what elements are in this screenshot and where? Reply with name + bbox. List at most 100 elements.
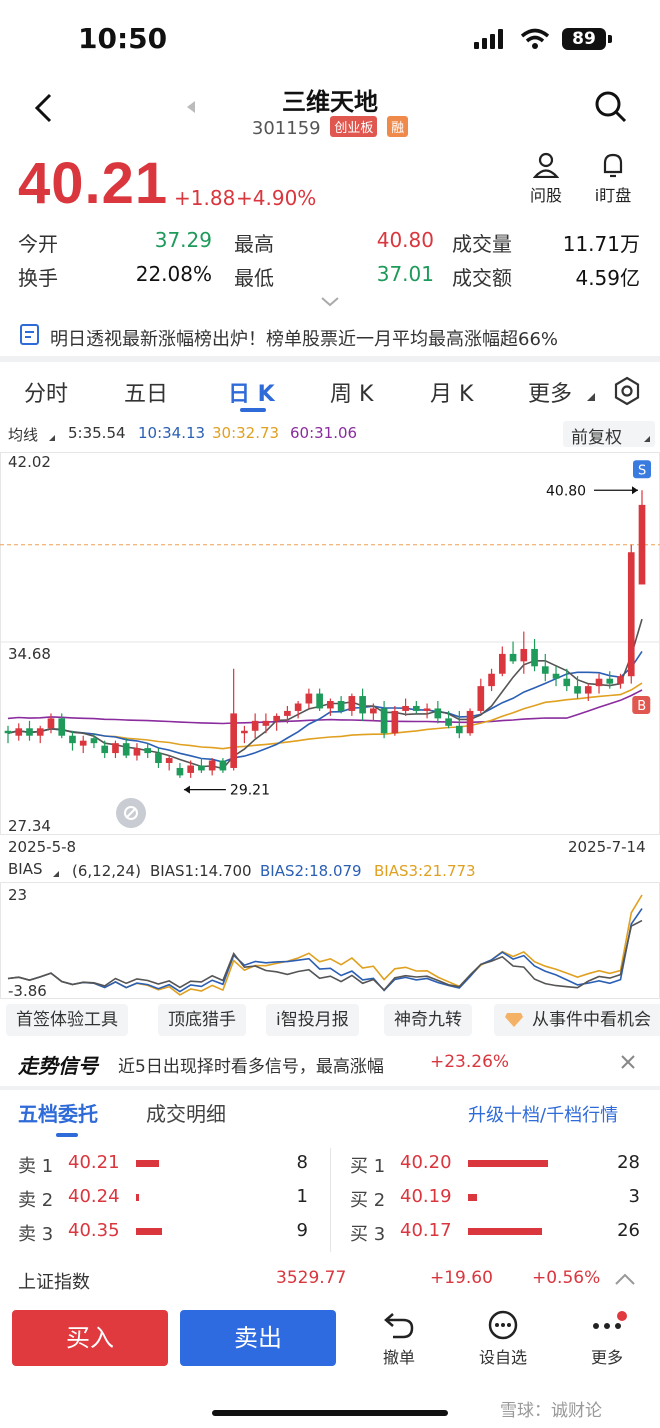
index-pct: +0.56% bbox=[532, 1268, 601, 1288]
candle-body bbox=[90, 738, 98, 744]
candle-body bbox=[251, 720, 259, 731]
bid-row[interactable]: 买 2 40.19 3 bbox=[350, 1186, 660, 1214]
chart-frame bbox=[0, 452, 660, 835]
candle-body bbox=[337, 701, 345, 711]
ask-price: 40.24 bbox=[68, 1186, 120, 1207]
candle-body bbox=[133, 748, 141, 756]
undo-icon bbox=[384, 1313, 414, 1339]
turnover-value: 22.08% bbox=[135, 262, 212, 286]
tab-intraday[interactable]: 分时 bbox=[24, 382, 69, 407]
add-watchlist-button[interactable]: 设自选 bbox=[468, 1310, 538, 1368]
high-label: 最高 bbox=[234, 232, 274, 256]
expand-chevron-icon[interactable] bbox=[320, 296, 340, 308]
bell-icon bbox=[603, 153, 623, 178]
ask-row[interactable]: 卖 2 40.24 1 bbox=[18, 1186, 328, 1214]
ma5-value: 5:35.54 bbox=[68, 424, 126, 442]
amount-value: 4.59亿 bbox=[575, 266, 640, 290]
last-price: 40.21 bbox=[18, 151, 169, 216]
settings-icon[interactable] bbox=[612, 376, 642, 406]
tab-five-day[interactable]: 五日 bbox=[124, 382, 169, 407]
ask-row[interactable]: 卖 1 40.21 8 bbox=[18, 1152, 328, 1180]
tab-daily-k[interactable]: 日 K bbox=[228, 382, 275, 407]
ask-row[interactable]: 卖 3 40.35 9 bbox=[18, 1220, 328, 1248]
candle-body bbox=[316, 693, 323, 709]
candle-body bbox=[477, 686, 485, 711]
more-dots-icon bbox=[593, 1311, 627, 1329]
tab-more[interactable]: 更多 bbox=[528, 382, 573, 407]
adjust-selector[interactable]: 前复权 bbox=[563, 421, 655, 448]
upgrade-link[interactable]: 升级十档/千档行情 bbox=[468, 1105, 619, 1126]
volume-value: 11.71万 bbox=[562, 232, 640, 256]
candle-body bbox=[348, 696, 356, 711]
tab-order-book[interactable]: 五档委托 bbox=[18, 1102, 98, 1126]
signal-text: 近5日出现择时看多信号，最高涨幅 bbox=[118, 1057, 384, 1077]
low-arrow-head bbox=[183, 785, 190, 794]
ask-volume-bar bbox=[136, 1194, 140, 1201]
candle-body bbox=[498, 653, 506, 674]
section-divider bbox=[0, 356, 660, 362]
candle-body bbox=[198, 765, 205, 771]
tool-event-opportunity[interactable]: 从事件中看机会 bbox=[494, 1004, 660, 1036]
more-button[interactable]: 更多 bbox=[572, 1310, 642, 1368]
candle-body bbox=[155, 753, 162, 764]
candle-body bbox=[79, 740, 87, 746]
more-caret-icon bbox=[587, 393, 595, 401]
candle-body bbox=[230, 713, 237, 768]
low-label: 最低 bbox=[234, 266, 274, 290]
candle-body bbox=[552, 673, 560, 679]
status-time: 10:50 bbox=[78, 22, 168, 55]
candle-body bbox=[413, 705, 420, 711]
tool-trial[interactable]: 首签体验工具 bbox=[6, 1004, 128, 1036]
price-change-pct: +4.90% bbox=[236, 186, 317, 210]
notice-bar[interactable] bbox=[0, 318, 660, 356]
candle-body bbox=[466, 710, 474, 734]
tab-weekly-k[interactable]: 周 K bbox=[330, 382, 374, 407]
close-icon[interactable] bbox=[620, 1054, 636, 1070]
buy-button[interactable]: 买入 bbox=[12, 1310, 168, 1366]
ask-volume: 8 bbox=[296, 1152, 308, 1173]
tool-monthly-report[interactable]: i智投月报 bbox=[266, 1004, 359, 1036]
adjust-label: 前复权 bbox=[571, 428, 622, 448]
turnover-label: 换手 bbox=[18, 266, 58, 290]
diamond-icon bbox=[505, 1013, 523, 1027]
candle-body bbox=[391, 710, 399, 734]
back-arrow-icon[interactable] bbox=[32, 92, 56, 124]
ellipsis-circle-icon bbox=[488, 1310, 518, 1340]
candlestick-chart[interactable]: 40.80 29.21 S B bbox=[0, 452, 660, 837]
candle-body bbox=[574, 686, 581, 694]
ask-volume-bar bbox=[136, 1160, 160, 1167]
tool-top-bottom[interactable]: 顶底猎手 bbox=[158, 1004, 246, 1036]
ask-price: 40.21 bbox=[68, 1152, 120, 1173]
y-label-bottom: 27.34 bbox=[8, 817, 51, 835]
ma60-value: 60:31.06 bbox=[290, 424, 358, 442]
search-icon[interactable] bbox=[594, 90, 628, 124]
prev-stock-icon[interactable] bbox=[186, 100, 196, 114]
reset-circle-icon[interactable] bbox=[116, 798, 146, 828]
candle-body bbox=[520, 648, 528, 662]
bid-row[interactable]: 买 1 40.20 28 bbox=[350, 1152, 660, 1180]
bias-chart[interactable] bbox=[0, 882, 660, 1000]
bid-volume: 3 bbox=[628, 1186, 640, 1207]
open-value: 37.29 bbox=[154, 228, 212, 252]
cancel-order-button[interactable]: 撤单 bbox=[364, 1310, 434, 1368]
signal-bar[interactable]: 走势信号 近5日出现择时看多信号，最高涨幅 +23.26% bbox=[0, 1040, 660, 1084]
sell-button[interactable]: 卖出 bbox=[180, 1310, 336, 1366]
tab-trade-detail[interactable]: 成交明细 bbox=[146, 1102, 226, 1126]
bias-label[interactable]: BIAS bbox=[8, 860, 43, 878]
watch-button[interactable]: i盯盘 bbox=[578, 152, 648, 206]
ma-label[interactable]: 均线 bbox=[8, 426, 39, 444]
bid-row[interactable]: 买 3 40.17 26 bbox=[350, 1220, 660, 1248]
candle-body bbox=[531, 648, 538, 667]
amount-label: 成交额 bbox=[452, 266, 512, 290]
bid-volume: 26 bbox=[617, 1220, 640, 1241]
bid-label: 买 3 bbox=[350, 1224, 386, 1245]
candle-body bbox=[370, 708, 377, 714]
tool-nine-turn[interactable]: 神奇九转 bbox=[384, 1004, 472, 1036]
add-watchlist-label: 设自选 bbox=[478, 1348, 527, 1367]
bias-top-label: 23 bbox=[8, 886, 28, 904]
candle-body bbox=[509, 653, 517, 662]
ask-stock-button[interactable]: 问股 bbox=[511, 152, 581, 206]
tab-monthly-k[interactable]: 月 K bbox=[430, 382, 474, 407]
expand-up-icon[interactable] bbox=[614, 1272, 636, 1286]
candle-body bbox=[305, 693, 313, 704]
